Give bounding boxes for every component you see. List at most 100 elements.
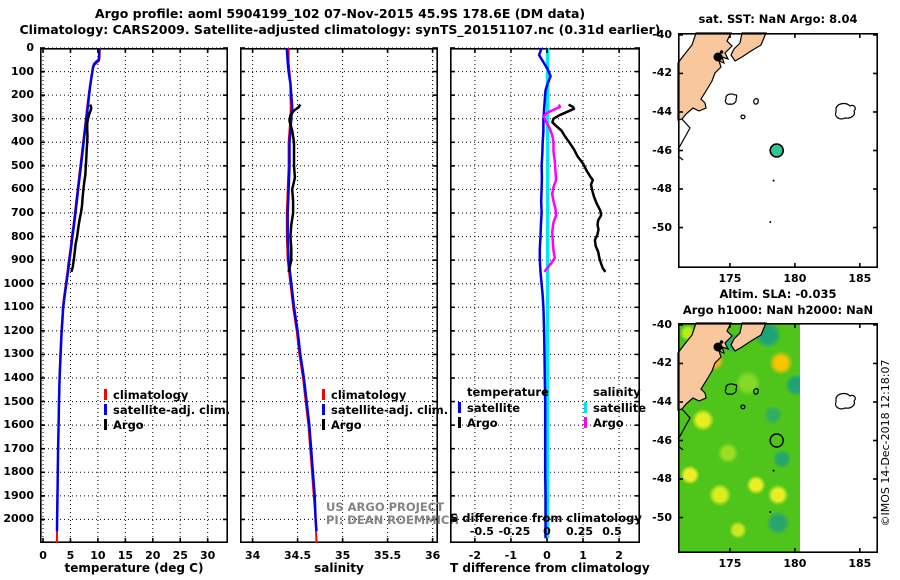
tick-label: 0 <box>543 525 551 538</box>
legend-title: salinity <box>593 385 641 399</box>
temperature-profile-canvas <box>40 47 228 544</box>
legend-label: Argo <box>467 415 498 430</box>
s-argo-color-swatch <box>584 417 587 428</box>
tick-label: 175 <box>718 272 742 285</box>
difference-profile-plot: T difference from climatology S differen… <box>450 47 650 575</box>
tick-label: 15 <box>117 549 133 562</box>
tick-label: 36 <box>424 549 441 562</box>
tick-label: -48 <box>652 182 672 196</box>
tick-label: 200 <box>11 88 34 102</box>
legend-label: satellite-adj. clim. <box>113 402 231 417</box>
difference-profile-canvas <box>450 47 640 543</box>
s-satellite-color-swatch <box>584 402 587 413</box>
satellite-clim-color-swatch <box>104 404 107 415</box>
tick-label: 30 <box>200 549 216 562</box>
argo-color-swatch <box>104 419 107 430</box>
tick-label: 700 <box>11 206 34 219</box>
tick-label: 1100 <box>3 300 34 314</box>
s-difference-axis-label: S difference from climatology <box>450 511 642 525</box>
tick-label: 600 <box>11 182 34 196</box>
tick-label: 800 <box>11 229 34 243</box>
tick-label: 5 <box>66 549 75 562</box>
tick-label: 2000 <box>3 512 34 526</box>
tick-label: -46 <box>652 143 672 157</box>
legend-label: satellite <box>593 400 647 415</box>
climatology-color-swatch <box>322 389 325 400</box>
tick-label: 180 <box>783 272 807 285</box>
tick-label: 1200 <box>3 323 34 337</box>
legend-item: Argo <box>458 415 549 430</box>
argo-color-swatch <box>322 419 325 430</box>
tick-label: 25 <box>172 549 188 562</box>
tick-label: 34.5 <box>284 549 312 562</box>
tick-label: 900 <box>11 253 34 267</box>
legend-label: climatology <box>331 387 407 402</box>
legend-label: Argo <box>593 415 624 430</box>
temperature-profile-plot: temperature (deg C) 0 5 10 15 20 25 30 0 100 200 3… <box>3 41 228 575</box>
tick-label: -1 <box>504 549 518 562</box>
tick-label: 0 <box>543 549 551 562</box>
t-difference-x-axis-label: T difference from climatology <box>450 561 650 575</box>
tick-label: 175 <box>718 557 742 570</box>
tick-label: -2 <box>468 549 481 562</box>
legend-item: satellite-adj. clim. <box>104 402 230 417</box>
temperature-legend: climatology satellite-adj. clim. Argo <box>104 387 230 432</box>
diff-temperature-legend: temperature satellite Argo <box>458 385 549 430</box>
sst-map-title: sat. SST: NaN Argo: 8.04 <box>698 12 858 26</box>
sla-map: 175 180 185 -40 -42 -44 -46 -48 -50 <box>652 318 878 570</box>
tick-label: 500 <box>11 158 34 172</box>
legend-item: satellite-adj. clim. <box>322 402 448 417</box>
tick-label: -44 <box>652 104 672 118</box>
tick-label: 100 <box>11 64 34 78</box>
tick-label: -40 <box>652 27 672 41</box>
tick-label: 1400 <box>3 371 34 384</box>
imos-credit: ©IMOS 14-Dec-2018 12:18:07 <box>879 359 892 527</box>
tick-label: 400 <box>11 135 34 149</box>
tick-label: 20 <box>145 549 161 562</box>
sla-map-canvas <box>677 322 878 553</box>
tick-label: 185 <box>848 557 872 570</box>
legend-item: climatology <box>322 387 448 402</box>
us-argo-watermark: US ARGO PROJECT PI: DEAN ROEMMICH <box>326 501 459 527</box>
tick-label: 300 <box>11 111 34 125</box>
legend-item: Argo <box>104 417 230 432</box>
watermark-line2: PI: DEAN ROEMMICH <box>326 513 459 527</box>
tick-label: -0.5 <box>469 525 494 538</box>
legend-label: Argo <box>113 417 144 432</box>
salinity-legend: climatology satellite-adj. clim. Argo <box>322 387 448 432</box>
salinity-profile-plot: salinity 34 34.5 35 35.5 36 <box>240 47 440 575</box>
legend-label: satellite-adj. clim. <box>331 402 449 417</box>
tick-label: -46 <box>652 433 672 447</box>
t-satellite-color-swatch <box>458 402 461 413</box>
tick-label: 185 <box>848 272 872 285</box>
tick-label: 34 <box>244 549 261 562</box>
tick-label: -48 <box>652 472 672 486</box>
legend-item: climatology <box>104 387 230 402</box>
tick-label: 1700 <box>3 441 34 455</box>
legend-title: temperature <box>467 385 549 399</box>
figure-title-line2: Climatology: CARS2009. Satellite-adjuste… <box>19 22 661 37</box>
sst-map: 175 180 185 -40 -42 -44 -46 -48 -50 <box>652 28 878 285</box>
tick-label: 2 <box>615 549 623 562</box>
tick-label: 0.25 <box>565 525 594 538</box>
sla-map-subtitle: Argo h1000: NaN h2000: NaN <box>682 303 874 317</box>
tick-label: 1000 <box>3 276 34 290</box>
tick-label: -50 <box>652 510 672 524</box>
tick-label: 180 <box>783 557 807 570</box>
tick-label: -0.25 <box>498 525 531 538</box>
legend-item: Argo <box>584 415 646 430</box>
tick-label: -42 <box>652 66 672 80</box>
tick-label: -44 <box>652 394 672 408</box>
float-location-marker <box>769 143 785 158</box>
satellite-clim-color-swatch <box>322 404 325 415</box>
legend-item: satellite <box>584 400 646 415</box>
tick-label: 35.5 <box>374 549 402 562</box>
legend-item: Argo <box>322 417 448 432</box>
salinity-x-axis-label: salinity <box>314 561 364 575</box>
tick-label: 0 <box>26 41 34 54</box>
tick-label: -50 <box>652 220 672 234</box>
t-argo-color-swatch <box>458 417 461 428</box>
salinity-profile-canvas <box>240 47 438 544</box>
float-location-marker <box>769 433 784 448</box>
